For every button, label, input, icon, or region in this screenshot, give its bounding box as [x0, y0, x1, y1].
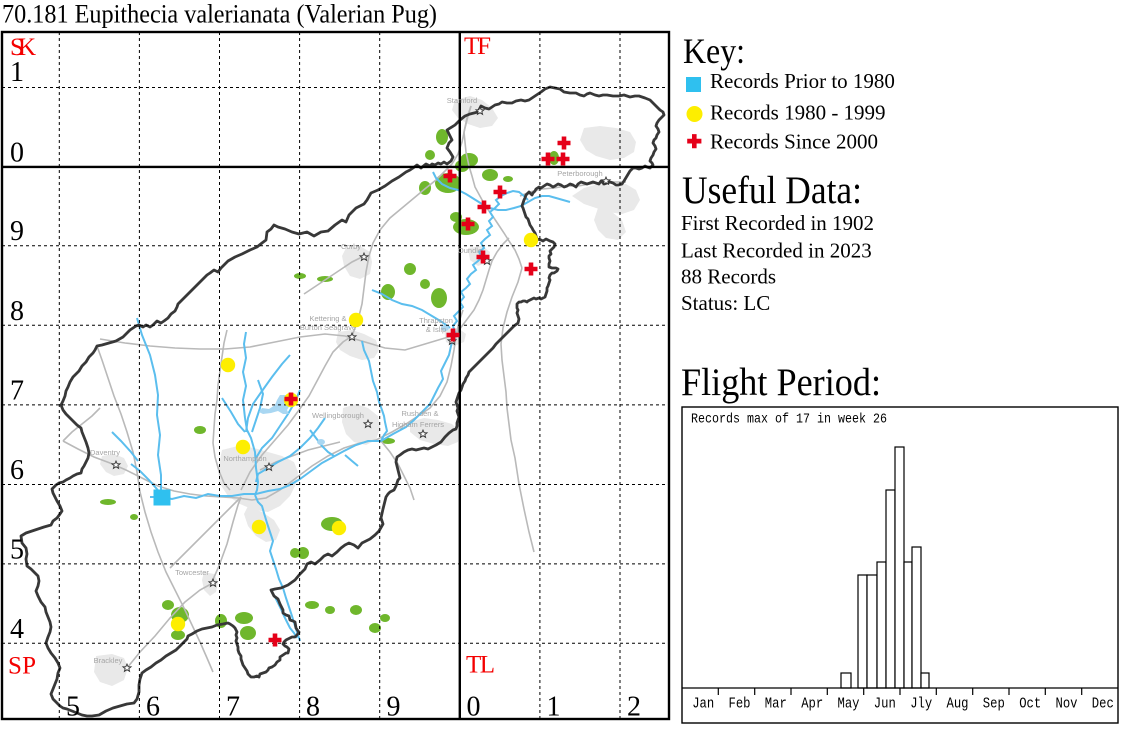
svg-text:Oundle: Oundle: [458, 246, 482, 255]
svg-text:SK: SK: [10, 34, 36, 61]
svg-text:Northampton: Northampton: [223, 454, 266, 463]
svg-text:Status: LC: Status: LC: [681, 291, 770, 315]
svg-text:4: 4: [10, 614, 24, 645]
svg-text:9: 9: [10, 216, 24, 247]
svg-text:1: 1: [547, 692, 561, 723]
svg-text:Records max of 17 in week 26: Records max of 17 in week 26: [691, 412, 887, 428]
svg-text:Sep: Sep: [983, 697, 1005, 713]
svg-text:88 Records: 88 Records: [681, 265, 776, 289]
svg-text:Last Recorded in 2023: Last Recorded in 2023: [681, 239, 872, 263]
svg-text:Key:: Key:: [683, 31, 745, 71]
svg-text:Flight Period:: Flight Period:: [681, 361, 881, 404]
svg-text:8: 8: [306, 692, 320, 723]
svg-text:0: 0: [10, 137, 24, 168]
svg-text:First Recorded in 1902: First Recorded in 1902: [681, 211, 874, 235]
svg-text:Towcester: Towcester: [175, 568, 209, 577]
svg-text:Nov: Nov: [1056, 697, 1078, 713]
svg-text:Jun: Jun: [874, 697, 896, 713]
svg-text:Records Prior to 1980: Records Prior to 1980: [710, 69, 895, 93]
svg-text:Dec: Dec: [1092, 697, 1114, 713]
svg-text:TF: TF: [464, 33, 491, 60]
svg-text:Burton Seagrave: Burton Seagrave: [300, 323, 356, 332]
svg-text:& Islip: & Islip: [426, 325, 446, 334]
svg-text:6: 6: [10, 455, 24, 486]
svg-text:SP: SP: [8, 653, 36, 680]
svg-text:Peterborough: Peterborough: [557, 169, 602, 178]
svg-text:5: 5: [66, 692, 80, 723]
svg-text:Feb: Feb: [729, 697, 751, 713]
svg-text:Aug: Aug: [947, 697, 969, 713]
svg-text:Daventry: Daventry: [90, 448, 120, 457]
svg-text:2: 2: [627, 692, 641, 723]
svg-text:Higham Ferrers: Higham Ferrers: [392, 420, 444, 429]
svg-text:Mar: Mar: [765, 697, 787, 713]
svg-text:Kettering &: Kettering &: [309, 314, 346, 323]
svg-text:May: May: [838, 697, 860, 713]
svg-text:Brackley: Brackley: [94, 656, 123, 665]
svg-text:7: 7: [10, 375, 24, 406]
svg-text:Stamford: Stamford: [447, 96, 477, 105]
svg-text:Wellingborough: Wellingborough: [312, 411, 364, 420]
svg-text:1: 1: [10, 57, 24, 88]
svg-text:9: 9: [387, 692, 401, 723]
svg-text:Corby: Corby: [341, 242, 361, 251]
svg-text:7: 7: [226, 692, 240, 723]
svg-text:Rushden &: Rushden &: [401, 409, 438, 418]
svg-text:0: 0: [467, 692, 481, 723]
svg-text:5: 5: [10, 534, 24, 565]
svg-text:6: 6: [146, 692, 160, 723]
svg-text:8: 8: [10, 296, 24, 327]
svg-text:Jan: Jan: [692, 697, 714, 713]
svg-text:Oct: Oct: [1019, 697, 1041, 713]
svg-text:TL: TL: [466, 652, 495, 679]
svg-text:Useful Data:: Useful Data:: [682, 169, 862, 212]
svg-text:Records 1980 - 1999: Records 1980 - 1999: [710, 101, 886, 125]
svg-text:Records Since 2000: Records Since 2000: [710, 130, 878, 154]
svg-text:Jly: Jly: [910, 697, 932, 713]
svg-text:70.181 Eupithecia valerianata: 70.181 Eupithecia valerianata (Valerian …: [2, 0, 437, 29]
svg-text:Thrapston: Thrapston: [419, 316, 453, 325]
svg-text:Apr: Apr: [801, 697, 823, 713]
